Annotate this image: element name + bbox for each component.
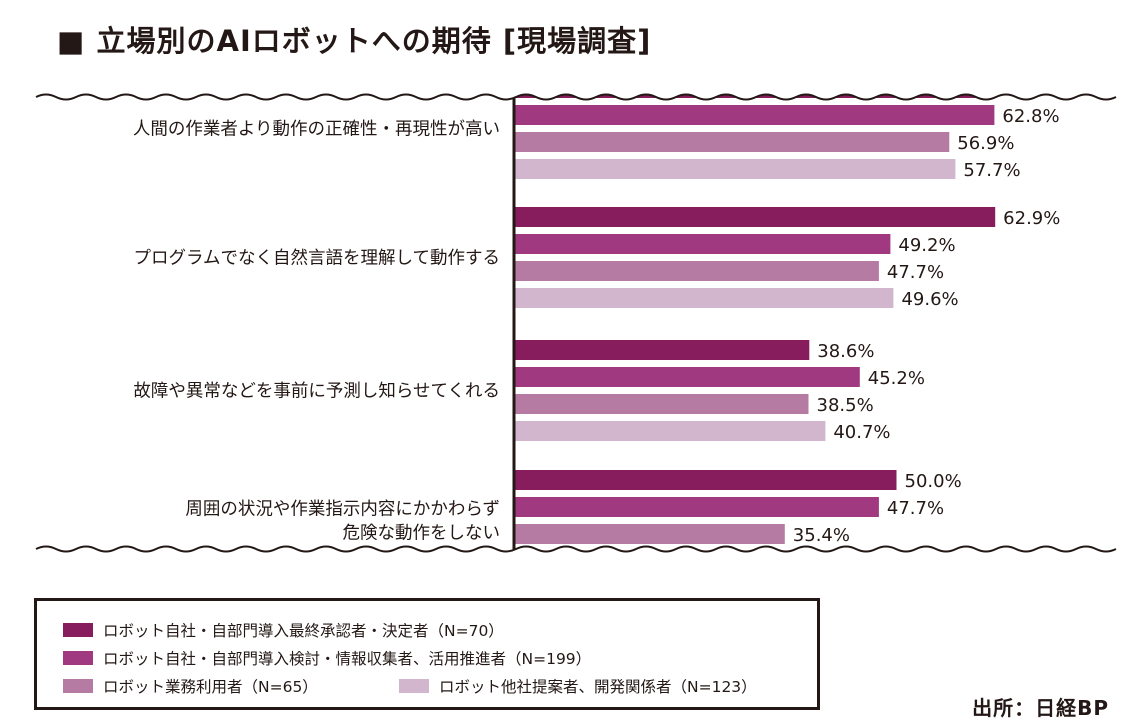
category-label: プログラムでなく自然言語を理解して動作する bbox=[134, 249, 500, 269]
bar bbox=[514, 497, 879, 517]
bar-value-label: 38.5% bbox=[817, 395, 874, 416]
bar-value-label: 62.9% bbox=[1003, 208, 1060, 229]
bar bbox=[514, 421, 826, 441]
category-labels-layer: 人間の作業者より動作の正確性・再現性が高いプログラムでなく自然言語を理解して動作… bbox=[133, 120, 500, 544]
bar-value-label: 49.6% bbox=[901, 289, 958, 310]
bar-value-label: 35.4% bbox=[793, 525, 850, 546]
bar-value-label: 45.2% bbox=[868, 368, 925, 389]
bar-value-label: 47.7% bbox=[887, 262, 944, 283]
bar-value-label: 50.0% bbox=[905, 471, 962, 492]
break-line bbox=[35, 545, 1117, 553]
bar bbox=[514, 340, 810, 360]
legend-label-3: ロボット業務利用者（N=65） bbox=[103, 678, 318, 696]
legend: ロボット自社・自部門導入最終承認者・決定者（N=70） ロボット自社・自部門導入… bbox=[34, 598, 820, 710]
legend-swatch-3 bbox=[63, 679, 93, 693]
chart-title: ■ 立場別のAIロボットへの期待 [現場調査] bbox=[57, 24, 652, 58]
bar-value-label: 38.6% bbox=[817, 341, 874, 362]
bar bbox=[514, 470, 897, 490]
bar-value-label: 62.8% bbox=[1002, 106, 1059, 127]
bar-value-label: 49.2% bbox=[898, 235, 955, 256]
category-label: 危険な動作をしない bbox=[343, 524, 501, 544]
bar-value-label: 57.7% bbox=[963, 160, 1020, 181]
legend-swatch-1 bbox=[63, 623, 93, 637]
bar-value-label: 47.7% bbox=[887, 498, 944, 519]
bar bbox=[514, 288, 894, 308]
bar bbox=[514, 524, 785, 544]
category-label: 人間の作業者より動作の正確性・再現性が高い bbox=[133, 120, 500, 140]
bar-value-label: 40.7% bbox=[833, 422, 890, 443]
wavy-break-lines bbox=[30, 67, 1117, 579]
bar bbox=[514, 105, 995, 125]
legend-item-4: ロボット他社提案者、開発関係者（N=123） bbox=[399, 675, 757, 697]
break-mask bbox=[30, 546, 1116, 579]
source-note: 出所：日経BP bbox=[972, 696, 1109, 720]
bar bbox=[514, 234, 891, 254]
legend-item-2: ロボット自社・自部門導入検討・情報収集者、活用推進者（N=199） bbox=[63, 647, 591, 669]
legend-label-1: ロボット自社・自部門導入最終承認者・決定者（N=70） bbox=[103, 622, 504, 640]
bar bbox=[514, 159, 956, 179]
category-label: 故障や異常などを事前に予測し知らせてくれる bbox=[133, 382, 500, 402]
bar-chart: 人間の作業者より動作の正確性・再現性が高いプログラムでなく自然言語を理解して動作… bbox=[30, 67, 1117, 579]
category-label: 周囲の状況や作業指示内容にかかわらず bbox=[185, 500, 500, 520]
legend-item-3: ロボット業務利用者（N=65） bbox=[63, 675, 318, 697]
legend-swatch-4 bbox=[399, 679, 429, 693]
legend-swatch-2 bbox=[63, 651, 93, 665]
bars-layer bbox=[514, 78, 996, 544]
bar bbox=[514, 394, 809, 414]
legend-item-1: ロボット自社・自部門導入最終承認者・決定者（N=70） bbox=[63, 619, 504, 641]
legend-label-4: ロボット他社提案者、開発関係者（N=123） bbox=[439, 678, 757, 696]
legend-label-2: ロボット自社・自部門導入検討・情報収集者、活用推進者（N=199） bbox=[103, 650, 592, 668]
bar bbox=[514, 132, 950, 152]
bar bbox=[514, 367, 860, 387]
bar bbox=[514, 261, 879, 281]
bar bbox=[514, 207, 996, 227]
break-mask bbox=[30, 67, 1116, 100]
break-line bbox=[35, 93, 1117, 101]
bar-value-label: 56.9% bbox=[957, 133, 1014, 154]
value-labels-layer: 62.8% 56.9% 57.7% 62.9% 49.2% 47.7% 49.6% 38.6%… bbox=[793, 106, 1061, 546]
